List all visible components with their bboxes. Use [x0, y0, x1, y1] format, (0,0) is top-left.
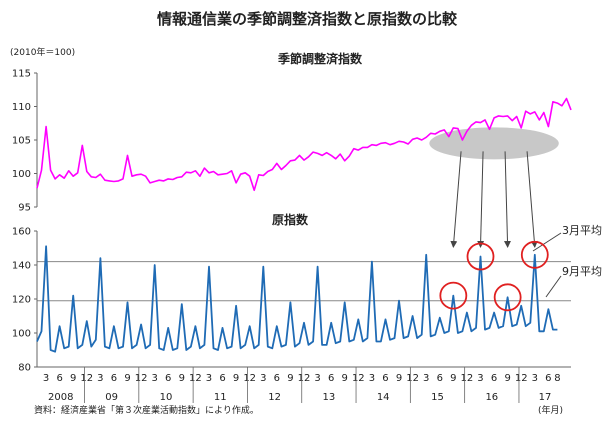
series-line-0 — [36, 97, 572, 192]
x-year-label: 15 — [431, 392, 444, 403]
ref-pointer-september — [545, 275, 562, 298]
unit-label: (2010年＝100) — [10, 46, 75, 58]
highlight-circle — [466, 242, 495, 271]
x-year-label: 17 — [539, 392, 552, 403]
x-month-label: 9 — [287, 373, 293, 384]
y-tick-label: 160 — [12, 227, 31, 238]
x-month-label: 6 — [219, 373, 225, 384]
y-tick-label: 140 — [12, 261, 31, 272]
x-month-label: 6 — [328, 373, 334, 384]
x-month-label: 3 — [477, 373, 483, 384]
x-month-label: 3 — [532, 373, 538, 384]
x-month-label: 3 — [151, 373, 157, 384]
x-year-label: 13 — [323, 392, 336, 403]
x-unit-label: (年月) — [538, 404, 563, 416]
x-month-label: 12 — [243, 373, 256, 384]
y-tick-label: 80 — [18, 363, 31, 374]
chart-title: 情報通信業の季節調整済指数と原指数の比較 — [157, 10, 458, 28]
x-month-label: 9 — [342, 373, 348, 384]
x-month-label: 3 — [260, 373, 266, 384]
x-month-label: 12 — [135, 373, 148, 384]
x-month-label: 6 — [545, 373, 551, 384]
x-month-label: 12 — [461, 373, 474, 384]
x-month-label: 6 — [437, 373, 443, 384]
x-month-label: 3 — [423, 373, 429, 384]
x-year-label: 11 — [214, 392, 227, 403]
down-arrow — [450, 151, 462, 248]
x-month-label: 6 — [274, 373, 280, 384]
x-month-label: 6 — [491, 373, 497, 384]
x-year-label: 12 — [268, 392, 281, 403]
x-month-label: 3 — [206, 373, 212, 384]
x-month-label: 12 — [352, 373, 365, 384]
x-month-label: 8 — [554, 373, 560, 384]
x-year-label: 09 — [105, 392, 118, 403]
source-note: 資料：経済産業省「第３次産業活動指数」により作成。 — [34, 404, 259, 416]
highlight-circle — [493, 283, 522, 312]
down-arrow — [503, 151, 511, 248]
x-month-label: 9 — [450, 373, 456, 384]
ref-label-september: 9月平均 — [562, 265, 602, 278]
x-year-label: 16 — [485, 392, 498, 403]
x-month-label: 3 — [97, 373, 103, 384]
x-month-label: 9 — [504, 373, 510, 384]
x-month-label: 6 — [165, 373, 171, 384]
ref-label-march: 3月平均 — [562, 224, 602, 237]
y-tick-label: 95 — [18, 203, 31, 214]
x-month-label: 9 — [179, 373, 185, 384]
series-line-1 — [36, 245, 558, 353]
x-month-label: 3 — [43, 373, 49, 384]
highlight-circle — [520, 240, 549, 269]
x-month-label: 9 — [396, 373, 402, 384]
x-month-label: 12 — [189, 373, 202, 384]
ref-pointer-march — [532, 232, 562, 252]
x-month-label: 6 — [382, 373, 388, 384]
y-tick-label: 100 — [12, 329, 31, 340]
y-tick-label: 115 — [12, 69, 31, 80]
x-month-label: 9 — [124, 373, 130, 384]
x-year-label: 14 — [377, 392, 390, 403]
down-arrow — [477, 151, 485, 248]
y-tick-label: 110 — [12, 102, 31, 113]
down-arrow — [526, 151, 538, 248]
y-tick-label: 120 — [12, 295, 31, 306]
highlight-circle — [439, 281, 468, 310]
x-month-label: 9 — [70, 373, 76, 384]
x-month-label: 6 — [111, 373, 117, 384]
y-tick-label: 105 — [12, 136, 31, 147]
x-year-label: 2008 — [48, 392, 73, 403]
top-panel-title: 季節調整済指数 — [277, 51, 363, 66]
x-month-label: 3 — [369, 373, 375, 384]
x-month-label: 9 — [233, 373, 239, 384]
x-month-label: 12 — [80, 373, 93, 384]
x-month-label: 3 — [314, 373, 320, 384]
seasonal-highlight-ellipse — [429, 127, 559, 160]
x-month-label: 12 — [298, 373, 311, 384]
x-year-label: 10 — [160, 392, 173, 403]
x-month-label: 6 — [56, 373, 62, 384]
y-tick-label: 100 — [12, 169, 31, 180]
x-month-label: 12 — [406, 373, 419, 384]
x-month-label: 12 — [515, 373, 528, 384]
bottom-panel-title: 原指数 — [272, 212, 309, 227]
